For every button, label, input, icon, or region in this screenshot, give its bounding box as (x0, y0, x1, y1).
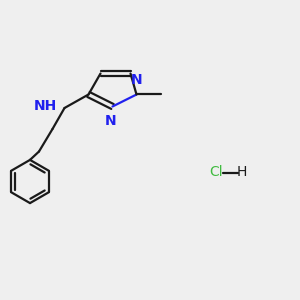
Text: N: N (131, 73, 142, 87)
Text: N: N (105, 114, 117, 128)
Text: H: H (236, 166, 247, 179)
Text: NH: NH (34, 99, 57, 112)
Text: Cl: Cl (209, 166, 223, 179)
